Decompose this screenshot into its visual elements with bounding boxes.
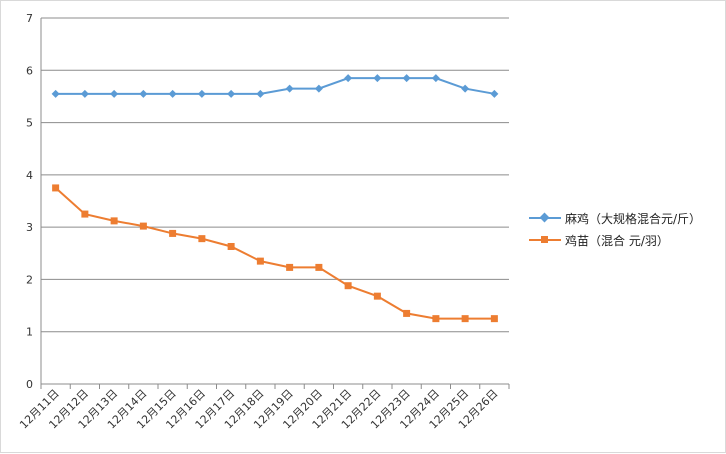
data-point <box>373 74 382 83</box>
legend-label-series-1: 麻鸡（大规格混合元/斤） <box>565 211 702 226</box>
data-point <box>139 89 148 98</box>
data-point <box>490 89 499 98</box>
data-point <box>315 263 323 271</box>
legend-swatch-series-2 <box>529 234 561 246</box>
y-tick-label: 2 <box>26 273 33 286</box>
y-tick-label: 0 <box>26 378 33 391</box>
legend-swatch-series-1 <box>529 212 561 224</box>
series-line-2 <box>54 187 495 320</box>
series-line-1 <box>55 77 495 95</box>
axes <box>40 18 510 389</box>
legend: 麻鸡（大规格混合元/斤） 鸡苗（混合 元/羽） <box>529 207 701 251</box>
data-point <box>431 74 440 83</box>
data-point <box>402 74 411 83</box>
data-point <box>110 217 118 225</box>
data-point <box>490 315 498 323</box>
y-tick-label: 1 <box>26 326 33 339</box>
data-point <box>461 84 470 93</box>
data-point <box>197 89 206 98</box>
y-tick-label: 4 <box>26 169 33 182</box>
data-point <box>256 257 264 265</box>
data-point <box>403 309 411 317</box>
data-point <box>344 74 353 83</box>
data-point <box>461 315 469 323</box>
data-point <box>168 89 177 98</box>
data-point <box>373 292 381 300</box>
data-point <box>344 282 352 290</box>
data-point <box>52 184 60 192</box>
gridlines <box>41 17 509 333</box>
data-point <box>432 315 440 323</box>
y-tick-label: 3 <box>26 221 33 234</box>
series <box>51 74 499 323</box>
legend-item-series-1: 麻鸡（大规格混合元/斤） <box>529 207 701 229</box>
y-tick-labels: 0 1 2 3 4 5 6 7 <box>26 12 33 391</box>
data-point <box>80 89 89 98</box>
y-tick-label: 7 <box>26 12 33 25</box>
x-tick-labels: 12月11日12月12日12月13日12月14日12月15日12月16日12月1… <box>17 387 500 432</box>
data-point <box>110 89 119 98</box>
data-point <box>81 210 89 218</box>
y-tick-label: 5 <box>26 117 33 130</box>
data-point <box>314 84 323 93</box>
data-point <box>256 89 265 98</box>
data-point <box>227 89 236 98</box>
data-point <box>286 263 294 271</box>
data-point <box>169 229 177 237</box>
data-point <box>139 222 147 230</box>
y-tick-label: 6 <box>26 64 33 77</box>
data-point <box>198 235 206 243</box>
data-point <box>227 242 235 250</box>
data-point <box>285 84 294 93</box>
legend-item-series-2: 鸡苗（混合 元/羽） <box>529 229 701 251</box>
data-point <box>51 89 60 98</box>
legend-label-series-2: 鸡苗（混合 元/羽） <box>565 233 669 248</box>
